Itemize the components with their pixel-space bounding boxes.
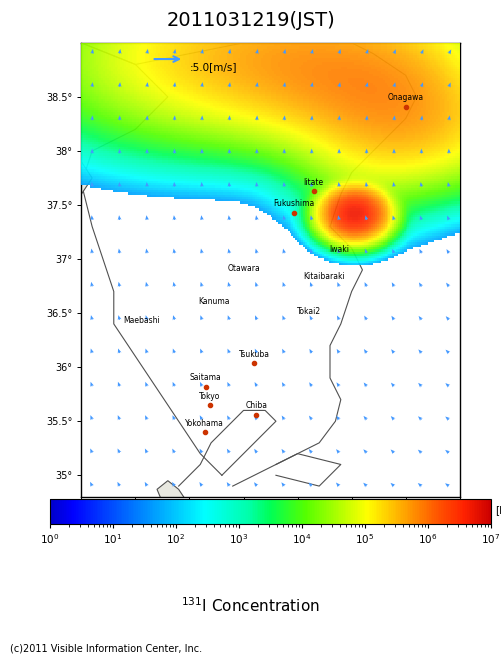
Text: Tokai2: Tokai2	[298, 307, 322, 316]
Text: Otawara: Otawara	[227, 264, 260, 273]
Polygon shape	[49, 151, 92, 194]
Text: Chiba: Chiba	[245, 401, 268, 411]
Text: Maebashi: Maebashi	[124, 316, 160, 325]
Text: (c)2011 Visible Information Center, Inc.: (c)2011 Visible Information Center, Inc.	[10, 644, 202, 654]
Text: Yokohama: Yokohama	[185, 418, 224, 428]
Text: Tokyo: Tokyo	[199, 391, 220, 401]
Text: Iwaki: Iwaki	[330, 244, 350, 254]
Text: $^{131}$I Concentration: $^{131}$I Concentration	[181, 596, 320, 615]
Text: Kanuma: Kanuma	[198, 297, 230, 306]
Text: Kitaibaraki: Kitaibaraki	[304, 272, 346, 281]
Text: Onagawa: Onagawa	[388, 94, 424, 102]
Polygon shape	[157, 480, 189, 510]
Text: 2011031219(JST): 2011031219(JST)	[166, 11, 335, 30]
Text: Fukushima: Fukushima	[274, 199, 315, 208]
Text: Tsukuba: Tsukuba	[239, 349, 270, 358]
Text: :5.0[m/s]: :5.0[m/s]	[189, 63, 237, 72]
Text: [Bq/m³]: [Bq/m³]	[495, 506, 501, 516]
Text: Saitama: Saitama	[190, 373, 221, 382]
Text: Iitate: Iitate	[304, 178, 324, 186]
